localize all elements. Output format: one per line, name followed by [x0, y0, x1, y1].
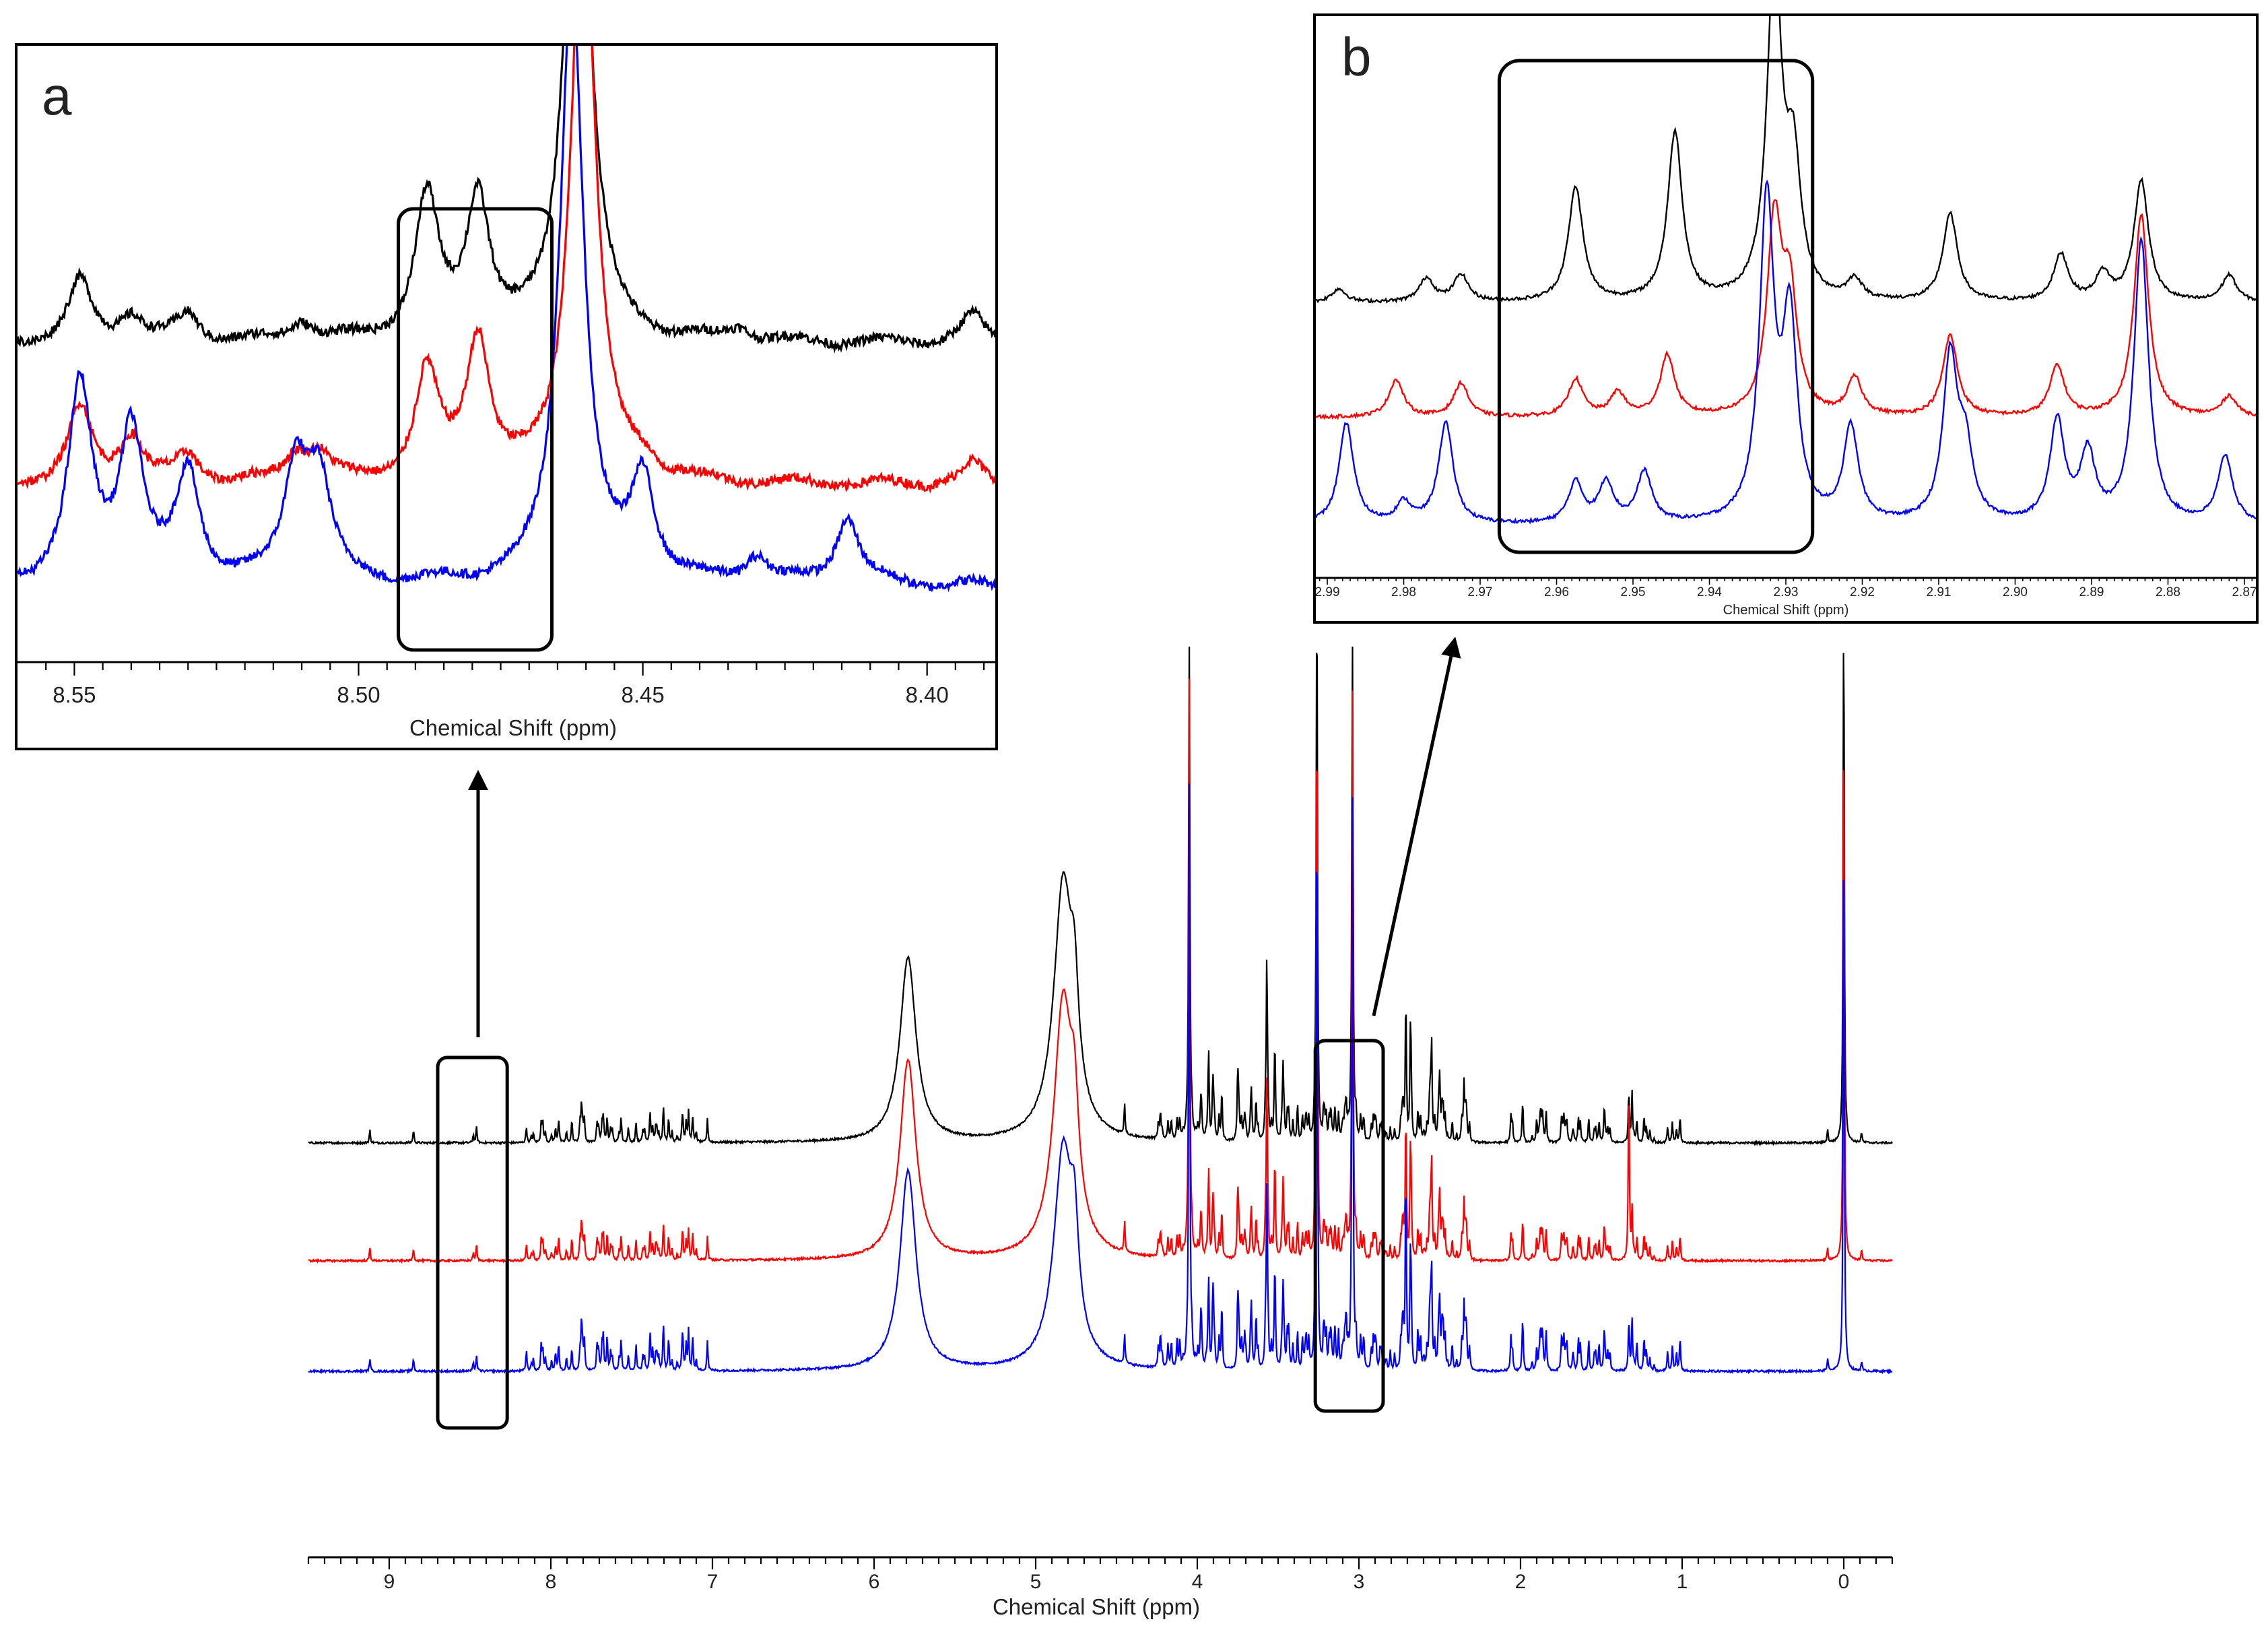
inset-a-xlabel: Chemical Shift (ppm): [409, 715, 617, 740]
inset-a-ticks: 8.55 8.50 8.45 8.40: [45, 662, 985, 707]
tick-label: 7: [707, 1571, 719, 1593]
inset-a: a 8.55 8.50 8.45 8.40 Chemical Shift (ppm): [15, 43, 998, 750]
tick-label: 8.40: [906, 682, 949, 707]
main-ticks: 9 8 7 6 5 4 3 2 1 0: [307, 1557, 1894, 1593]
arrow-to-inset-b: [1372, 637, 1461, 1016]
inset-b-label: b: [1341, 27, 1372, 87]
tick-label: 8.55: [53, 682, 96, 707]
aromatic-highlight-box: [436, 1055, 509, 1430]
inset-a-black: [18, 46, 995, 354]
tick-label: 2: [1515, 1571, 1527, 1593]
tick-label: 2.89: [2079, 585, 2104, 599]
tick-label: 8.50: [337, 682, 380, 707]
tick-label: 2.87: [2232, 585, 2257, 599]
inset-a-frame: [15, 43, 998, 750]
tick-label: 2.93: [1774, 585, 1799, 599]
tick-label: 2.95: [1621, 585, 1646, 599]
tick-label: 8.45: [621, 682, 664, 707]
spectrum-red: [308, 678, 1893, 1264]
tick-label: 8: [545, 1571, 557, 1593]
spectrum-blue: [308, 783, 1893, 1375]
inset-b-xlabel: Chemical Shift (ppm): [1723, 603, 1849, 618]
inset-a-red: [18, 46, 995, 494]
inset-a-highlight-box: [397, 207, 554, 652]
tick-label: 4: [1192, 1571, 1203, 1593]
tick-label: 2.97: [1468, 585, 1493, 599]
tick-label: 6: [869, 1571, 880, 1593]
tick-label: 1: [1677, 1571, 1688, 1593]
inset-b: b 2.99 2.98 2.97 2.96 2.95 2.94 2.93 2.92 2.91 2.…: [1313, 13, 2259, 624]
tick-label: 2.88: [2156, 585, 2180, 599]
tick-label: 2.94: [1697, 585, 1722, 599]
tick-label: 5: [1030, 1571, 1042, 1593]
tick-label: 3: [1354, 1571, 1365, 1593]
main-xlabel: Chemical Shift (ppm): [993, 1594, 1200, 1619]
inset-b-frame: [1313, 13, 2259, 624]
inset-b-red: [1316, 199, 2256, 420]
tick-label: 0: [1838, 1571, 1850, 1593]
tick-label: 2.99: [1315, 585, 1340, 599]
tick-label: 2.92: [1850, 585, 1875, 599]
tick-label: 2.98: [1391, 585, 1416, 599]
inset-a-label: a: [42, 66, 72, 126]
tick-label: 9: [384, 1571, 395, 1593]
tick-label: 2.91: [1926, 585, 1951, 599]
aliphatic-highlight-box: [1313, 1039, 1385, 1413]
inset-b-ticks: 2.99 2.98 2.97 2.96 2.95 2.94 2.93 2.92 2.91 2.90…: [1315, 578, 2257, 599]
main-spectrum: 9 8 7 6 5 4 3 2 1 0 Chemical Shift (ppm): [307, 646, 1894, 1619]
inset-b-highlight-box: [1497, 59, 1815, 554]
tick-label: 2.90: [2003, 585, 2028, 599]
inset-b-blue: [1316, 179, 2256, 525]
inset-a-blue: [18, 46, 995, 593]
inset-b-black: [1316, 16, 2256, 304]
tick-label: 2.96: [1544, 585, 1569, 599]
